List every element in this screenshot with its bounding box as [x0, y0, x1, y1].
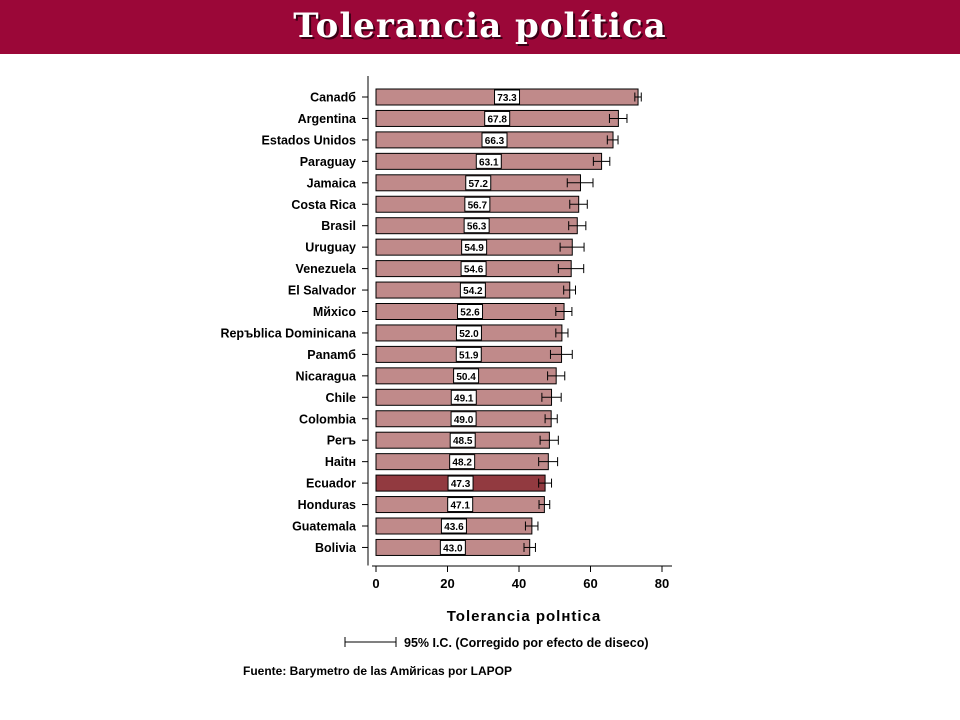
y-tick-label: Bolivia: [315, 541, 357, 555]
data-label-box: [494, 89, 521, 105]
y-tick-label: Guatemala: [292, 520, 357, 534]
data-label: 54.9: [464, 243, 484, 254]
data-label-box: [484, 110, 511, 126]
data-label-box: [450, 411, 477, 427]
y-tick-label: Argentina: [298, 112, 357, 126]
y-tick-label: Paraguay: [300, 155, 356, 169]
data-label-box: [450, 389, 477, 405]
data-label-box: [440, 518, 467, 534]
data-label-box: [447, 475, 474, 491]
data-label: 50.4: [456, 372, 476, 383]
data-label: 66.3: [485, 136, 505, 147]
plot-area: Canadб 73.3 Argentina 67.8 Estados Unidos 66.…: [220, 76, 672, 678]
y-tick-label: Ecuador: [306, 477, 356, 491]
data-label-box: [460, 261, 487, 277]
y-tick-label: Nicaragua: [296, 369, 357, 383]
data-label-box: [449, 454, 476, 470]
data-label: 67.8: [487, 114, 507, 125]
data-label: 43.0: [443, 543, 463, 554]
data-label-box: [453, 368, 480, 384]
data-label: 56.7: [468, 200, 488, 211]
y-tick-label: Mйxico: [313, 305, 356, 319]
data-label: 43.6: [444, 522, 464, 533]
y-tick-label: Honduras: [298, 498, 356, 512]
x-tick-label: 20: [440, 576, 454, 591]
y-tick-label: Perъ: [327, 434, 356, 448]
y-tick-label: Chile: [325, 391, 356, 405]
y-tick-label: Haitн: [325, 455, 356, 469]
x-tick-label: 40: [512, 576, 526, 591]
bar-chart: Canadб 73.3 Argentina 67.8 Estados Unidos 66.…: [220, 76, 672, 678]
y-tick-label: Uruguay: [305, 241, 356, 255]
data-label-box: [457, 304, 484, 319]
y-tick-label: Venezuela: [296, 262, 357, 276]
data-label: 48.2: [452, 458, 472, 469]
y-tick-label: Estados Unidos: [262, 133, 357, 147]
data-label: 47.3: [451, 479, 471, 490]
data-label-box: [455, 346, 482, 362]
data-label-box: [459, 282, 486, 298]
data-label: 48.5: [453, 436, 473, 447]
data-label-box: [481, 132, 508, 148]
y-tick-label: Repъblica Dominicana: [220, 326, 357, 340]
data-label-box: [475, 153, 502, 169]
data-label: 54.2: [463, 286, 483, 297]
y-tick-label: Canadб: [310, 91, 356, 105]
data-label: 73.3: [497, 93, 517, 104]
data-label: 51.9: [459, 350, 479, 361]
y-tick-label: Colombia: [299, 412, 357, 426]
y-tick-label: Panamб: [307, 348, 356, 362]
data-label: 49.0: [454, 415, 474, 426]
x-axis-title: Tolerancia polнtica: [447, 608, 601, 625]
data-label: 49.1: [454, 393, 474, 404]
legend-text: 95% I.C. (Corregido por efecto de diseсo…: [404, 636, 649, 650]
title-banner: Tolerancia política: [0, 0, 960, 54]
y-tick-label: Brasil: [321, 219, 356, 233]
data-label: 54.6: [464, 265, 484, 276]
data-label: 52.0: [459, 329, 479, 340]
data-label-box: [465, 175, 492, 191]
data-label-box: [439, 539, 466, 555]
x-tick-label: 60: [583, 576, 597, 591]
data-label-box: [461, 239, 488, 255]
data-label-box: [449, 432, 476, 448]
x-tick-label: 80: [655, 576, 669, 591]
data-label-box: [455, 325, 482, 341]
data-label-box: [447, 497, 474, 513]
data-label-box: [464, 196, 491, 212]
data-label: 56.3: [467, 222, 487, 233]
y-tick-label: El Salvador: [288, 284, 356, 298]
x-tick-label: 0: [372, 576, 379, 591]
data-label: 52.6: [460, 308, 480, 319]
data-label-box: [463, 218, 490, 234]
page-title: Tolerancia política: [293, 6, 667, 46]
data-label: 47.1: [450, 501, 470, 512]
y-tick-label: Costa Rica: [291, 198, 357, 212]
data-label: 63.1: [479, 157, 499, 168]
y-tick-label: Jamaica: [307, 176, 357, 190]
data-label: 57.2: [469, 179, 489, 190]
source-note: Fuente: Barуmetro de las Amйricas por LA…: [243, 664, 512, 678]
